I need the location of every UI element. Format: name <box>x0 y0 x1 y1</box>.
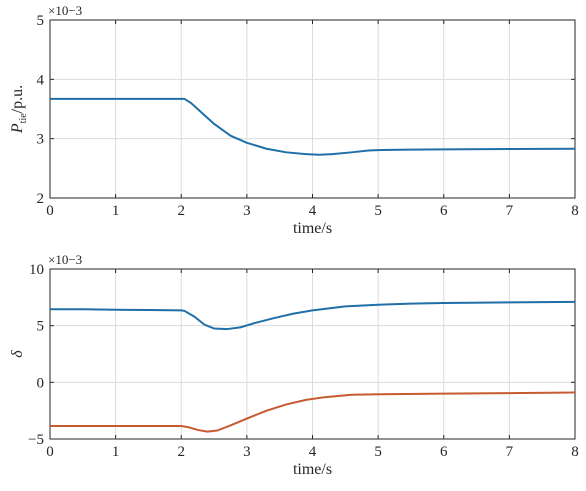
x-tick-label: 5 <box>374 444 382 460</box>
y-axis-label: Ptie/p.u. <box>9 85 29 134</box>
x-tick-label: 1 <box>112 203 120 219</box>
y-axis-label: δ <box>9 350 26 358</box>
y-axis-label-unit: /p.u. <box>9 85 26 113</box>
y-tick-label: 10 <box>29 262 44 278</box>
y-multiplier-label: ×10−3 <box>48 3 82 18</box>
x-tick-label: 4 <box>309 444 317 460</box>
series-line-1 <box>50 300 576 331</box>
grid <box>50 20 575 198</box>
x-axis-label: time/s <box>293 220 332 237</box>
x-tick-label: 3 <box>243 444 251 460</box>
x-tick-label: 7 <box>506 203 514 219</box>
x-tick-label: 6 <box>440 444 448 460</box>
y-axis-label-main: P <box>9 123 26 134</box>
y-tick-label: 2 <box>37 191 45 207</box>
x-tick-label: 8 <box>571 203 579 219</box>
series-group <box>50 300 576 433</box>
y-tick-label: 3 <box>37 132 45 148</box>
series-line-2 <box>50 391 576 433</box>
x-axis-label: time/s <box>293 461 332 478</box>
x-axis-ticks: 0 1 2 3 4 5 6 7 8 <box>46 269 579 460</box>
x-tick-label: 4 <box>309 203 317 219</box>
x-tick-label: 0 <box>46 444 54 460</box>
x-tick-label: 1 <box>112 444 120 460</box>
x-tick-label: 0 <box>46 203 54 219</box>
y-tick-label: −5 <box>28 432 44 448</box>
y-tick-label: 0 <box>37 375 45 391</box>
y-tick-label: 5 <box>37 319 45 335</box>
x-tick-label: 2 <box>178 203 186 219</box>
grid <box>50 269 575 439</box>
y-multiplier-label: ×10−3 <box>48 252 82 267</box>
series-group <box>50 97 576 156</box>
x-tick-label: 8 <box>571 444 579 460</box>
x-axis-ticks: 0 1 2 3 4 5 6 7 8 <box>46 20 579 219</box>
x-tick-label: 7 <box>506 444 514 460</box>
y-tick-label: 4 <box>37 72 45 88</box>
x-tick-label: 2 <box>178 444 186 460</box>
y-tick-label: 5 <box>37 13 45 29</box>
power-tie-line-plot: 0 1 2 3 4 5 6 7 8 2 3 4 5 ×10−3 time/s Ptie/p.u. <box>9 3 579 237</box>
series-line-1 <box>50 97 576 156</box>
y-axis-label-subscript: tie <box>18 113 29 124</box>
y-axis-ticks: −5 0 5 10 <box>28 262 575 448</box>
x-tick-label: 3 <box>243 203 251 219</box>
x-tick-label: 6 <box>440 203 448 219</box>
x-tick-label: 5 <box>374 203 382 219</box>
y-axis-ticks: 2 3 4 5 <box>37 13 575 207</box>
